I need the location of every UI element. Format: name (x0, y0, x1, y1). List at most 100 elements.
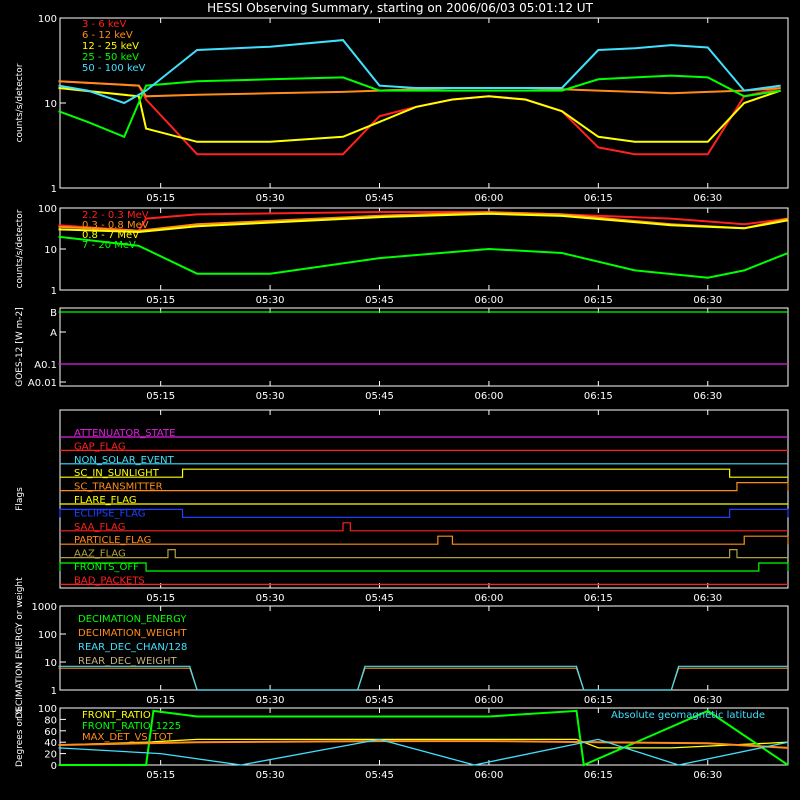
x-tick-label: 06:30 (693, 695, 722, 706)
x-tick-label: 06:00 (475, 295, 504, 306)
y-tick-label: 10 (44, 658, 57, 669)
y-tick-label: 100 (38, 14, 57, 25)
series-line (58, 235, 789, 279)
legend-entry: DECIMATION_WEIGHT (78, 628, 187, 639)
x-tick-label: 05:45 (365, 695, 394, 706)
panel-frame-2 (59, 307, 789, 387)
legend-entry: MAX_DET_VS_TOT (82, 732, 174, 743)
series-line (58, 74, 781, 139)
x-tick-label: 06:15 (584, 193, 613, 204)
x-tick-label: 05:30 (256, 695, 285, 706)
flag-label: NON_SOLAR_EVENT (74, 455, 175, 466)
x-tick-label: 06:15 (584, 593, 613, 604)
flag-line (60, 522, 788, 532)
series-line (58, 738, 789, 749)
legend-entry: 0.8 - 7 MeV (82, 230, 139, 241)
y-tick-label: 0 (51, 761, 57, 772)
x-tick-label: 06:30 (693, 295, 722, 306)
panel-frame-0 (59, 17, 789, 189)
legend-entry: 50 - 100 keV (82, 63, 146, 74)
y-tick-label: 1 (51, 286, 57, 297)
x-tick-label: 06:00 (475, 193, 504, 204)
x-tick-label: 06:00 (475, 593, 504, 604)
legend-entry: 7 - 20 MeV (82, 240, 136, 251)
x-tick-label: 05:45 (365, 391, 394, 402)
x-tick-label: 05:45 (365, 593, 394, 604)
legend-entry: 3 - 6 keV (82, 19, 126, 30)
y-tick-label: A (50, 328, 57, 339)
legend-entry: REAR_DEC_CHAN/128 (78, 642, 187, 653)
flag-label: SAA_FLAG (74, 522, 125, 533)
series-line (58, 667, 788, 691)
x-tick-label: 05:45 (365, 193, 394, 204)
y-tick-label: 10 (44, 99, 57, 110)
y-tick-label: B (50, 308, 57, 319)
series-line (58, 738, 789, 766)
y-tick-label: 100 (38, 204, 57, 215)
panel-frame-3 (59, 409, 789, 589)
x-tick-label: 06:30 (693, 391, 722, 402)
y-axis-label: DECIMATION ENERGY or weight (15, 577, 25, 719)
x-tick-label: 06:15 (584, 391, 613, 402)
x-tick-label: 05:15 (146, 695, 175, 706)
x-tick-label: 06:15 (584, 695, 613, 706)
flag-label: GAP_FLAG (74, 441, 126, 452)
flag-label: BAD_PACKETS (74, 575, 145, 586)
y-axis-label: Flags (15, 487, 25, 511)
flag-line (60, 535, 789, 545)
legend-entry: REAR_DEC_WEIGHT (78, 656, 177, 667)
x-tick-label: 05:45 (365, 295, 394, 306)
x-tick-label: 05:30 (256, 593, 285, 604)
y-axis-label: counts/s/detector (15, 63, 25, 142)
legend-entry: 0.3 - 0.8 MeV (82, 220, 149, 231)
y-tick-label: 80 (44, 715, 57, 726)
x-tick-label: 06:15 (584, 295, 613, 306)
y-tick-label: 1 (51, 184, 57, 195)
flag-label: AAZ_FLAG (74, 549, 126, 560)
y-tick-label: 100 (38, 704, 57, 715)
series-line (58, 709, 789, 767)
y-tick-label: 100 (38, 630, 57, 641)
legend-entry: 2.2 - 0.3 MeV (82, 210, 149, 221)
y-tick-label: 60 (44, 727, 57, 738)
legend-entry: DECIMATION_ENERGY (78, 614, 187, 625)
x-tick-label: 05:15 (146, 391, 175, 402)
flag-line (60, 549, 788, 559)
series-line (58, 39, 781, 105)
flag-label: SC_IN_SUNLIGHT (74, 468, 160, 479)
flag-label: PARTICLE_FLAG (74, 535, 151, 546)
y-tick-label: 1000 (32, 602, 57, 613)
y-axis-label: Degrees or % (15, 706, 25, 767)
latitude-annotation: Absolute geomagnetic latitude (611, 710, 765, 721)
x-tick-label: 05:45 (365, 770, 394, 781)
series-line (58, 87, 782, 143)
x-tick-label: 05:30 (256, 770, 285, 781)
x-tick-label: 05:15 (146, 770, 175, 781)
legend-entry: FRONT_RATIO (82, 710, 151, 721)
x-tick-label: 05:15 (146, 295, 175, 306)
y-tick-label: 20 (44, 750, 57, 761)
flag-label: ECLIPSE_FLAG (74, 508, 145, 519)
y-tick-label: 1 (51, 686, 57, 697)
flag-line (59, 508, 789, 518)
y-tick-label: A0.1 (34, 360, 57, 371)
x-tick-label: 05:30 (256, 193, 285, 204)
x-tick-label: 06:30 (693, 193, 722, 204)
series-line (58, 740, 789, 749)
series-line (58, 80, 781, 156)
y-tick-label: 10 (44, 245, 57, 256)
flag-line (60, 468, 788, 478)
chart-title: HESSI Observing Summary, starting on 200… (207, 1, 593, 15)
x-tick-label: 05:15 (146, 193, 175, 204)
y-axis-label: GOES-12 [W m-2] (15, 307, 25, 387)
flag-label: FLARE_FLAG (74, 495, 137, 506)
x-tick-label: 05:15 (146, 593, 175, 604)
flag-label: FRONTS_OFF (74, 562, 139, 573)
x-tick-label: 06:30 (693, 593, 722, 604)
panel-frame-5 (59, 707, 789, 766)
y-tick-label: 40 (44, 738, 57, 749)
flag-label: SC_TRANSMITTER (74, 482, 163, 493)
x-tick-label: 06:00 (475, 695, 504, 706)
x-tick-label: 05:30 (256, 295, 285, 306)
x-tick-label: 06:15 (584, 770, 613, 781)
